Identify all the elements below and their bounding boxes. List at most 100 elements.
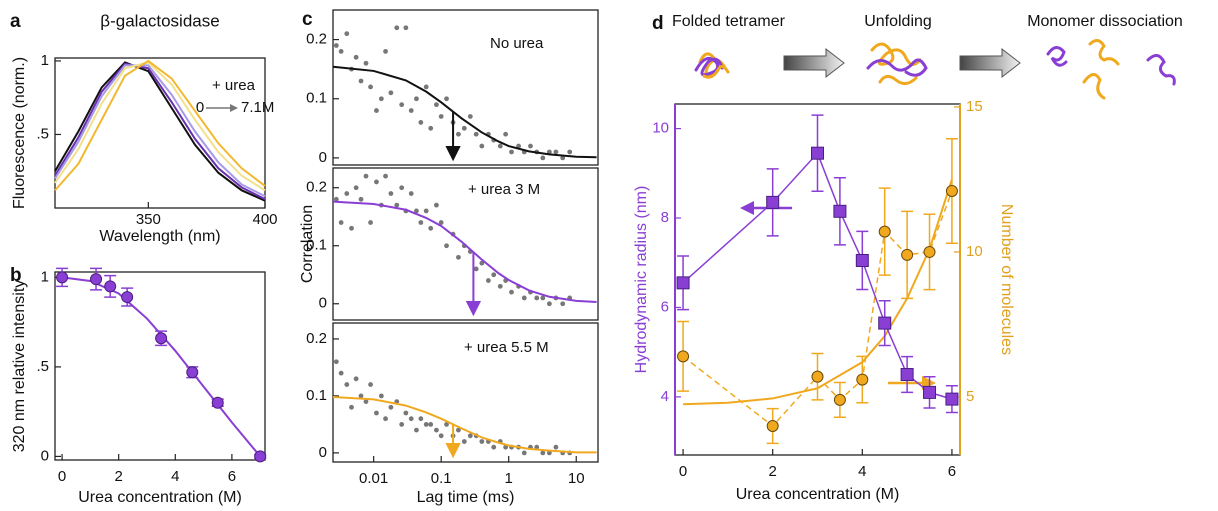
x-tick-label: 6 [228, 468, 236, 485]
data-point [833, 393, 846, 406]
y-tick-label: 0.2 [306, 179, 327, 196]
data-point [434, 102, 439, 108]
data-point [856, 373, 869, 386]
x-tick-label: 0.01 [359, 470, 388, 487]
data-point [521, 450, 527, 456]
data-point [497, 143, 503, 149]
data-point [479, 260, 485, 266]
plot-frame [54, 271, 266, 461]
y-tick-label: 0 [319, 295, 327, 312]
x-tick-label: 4 [858, 463, 866, 480]
y2-tick-label: 10 [966, 243, 983, 260]
data-point [368, 220, 373, 225]
x-tick-label: 4 [171, 468, 179, 485]
annotation: 7.1M [241, 99, 274, 116]
x-tick-label: 2 [769, 463, 777, 480]
series-line [332, 200, 597, 304]
data-point [534, 444, 540, 450]
y-tick-label: 0.1 [306, 90, 327, 107]
data-point [456, 427, 461, 433]
y-tick-label: 1 [41, 268, 49, 285]
y-tick-label: 0.1 [306, 237, 327, 254]
y2-axis-label: Number of molecules [998, 204, 1015, 355]
data-point [104, 280, 117, 293]
data-point [186, 366, 199, 379]
data-point [423, 208, 429, 214]
data-point [546, 301, 552, 307]
x-tick-label: 0 [58, 468, 66, 485]
data-point [403, 25, 409, 31]
data-point [374, 108, 379, 113]
data-point [358, 393, 364, 399]
data-point [461, 439, 467, 444]
y-tick-label: 1 [41, 52, 49, 69]
data-point [344, 191, 350, 196]
data-point [399, 185, 405, 191]
x-tick-label: 0.1 [431, 470, 452, 487]
annotation: 0 [196, 99, 204, 116]
data-point [418, 416, 424, 422]
annotation: + urea [212, 77, 256, 94]
x-axis-label: Wavelength (nm) [99, 228, 220, 245]
data-point [358, 196, 364, 202]
data-point [414, 208, 419, 214]
series-line [54, 61, 266, 202]
data-point [378, 393, 384, 399]
y-tick-label: 4 [661, 388, 669, 405]
data-point [349, 404, 354, 410]
data-point [560, 301, 566, 307]
series-line [54, 62, 266, 201]
y-tick-label: 0.2 [306, 31, 327, 48]
data-point [388, 404, 394, 410]
data-point [900, 368, 914, 382]
data-point [676, 276, 690, 290]
data-point [333, 43, 339, 48]
data-point [414, 427, 419, 433]
data-point [211, 396, 224, 409]
data-point [901, 248, 914, 261]
data-point [414, 96, 419, 102]
x-tick-label: 6 [948, 463, 956, 480]
data-point [353, 54, 359, 60]
data-point [408, 108, 414, 113]
data-point [540, 295, 546, 301]
series-line [54, 61, 266, 192]
decay-arrow [465, 252, 482, 317]
data-point [363, 173, 369, 179]
data-point [456, 254, 461, 260]
data-point [766, 195, 780, 209]
data-point [485, 278, 491, 283]
data-point [399, 102, 405, 108]
panel-label: d [652, 13, 664, 34]
data-point [388, 90, 394, 96]
plot-frame [332, 167, 599, 321]
data-point [878, 225, 891, 238]
data-point [383, 173, 388, 179]
data-point [363, 60, 369, 66]
data-point [479, 439, 485, 444]
data-point [509, 149, 514, 155]
data-point [833, 204, 847, 218]
data-point [368, 84, 373, 90]
y-tick-label: .5 [36, 358, 49, 375]
data-point [491, 444, 497, 450]
data-point [358, 78, 364, 84]
data-point [155, 332, 168, 345]
x-axis-label: Lag time (ms) [417, 489, 515, 506]
data-point [567, 149, 573, 155]
schematic [694, 39, 1176, 100]
data-point [423, 84, 429, 90]
data-point [553, 444, 559, 450]
data-point [333, 196, 339, 202]
y-axis-label: Hydrodynamic radius (nm) [633, 186, 650, 374]
data-point [434, 202, 439, 208]
series-line [54, 59, 266, 192]
data-point [408, 191, 414, 196]
data-point [394, 25, 400, 31]
data-point [408, 416, 414, 422]
data-point [534, 295, 540, 301]
data-point [403, 410, 409, 416]
x-tick-label: 350 [136, 211, 161, 228]
